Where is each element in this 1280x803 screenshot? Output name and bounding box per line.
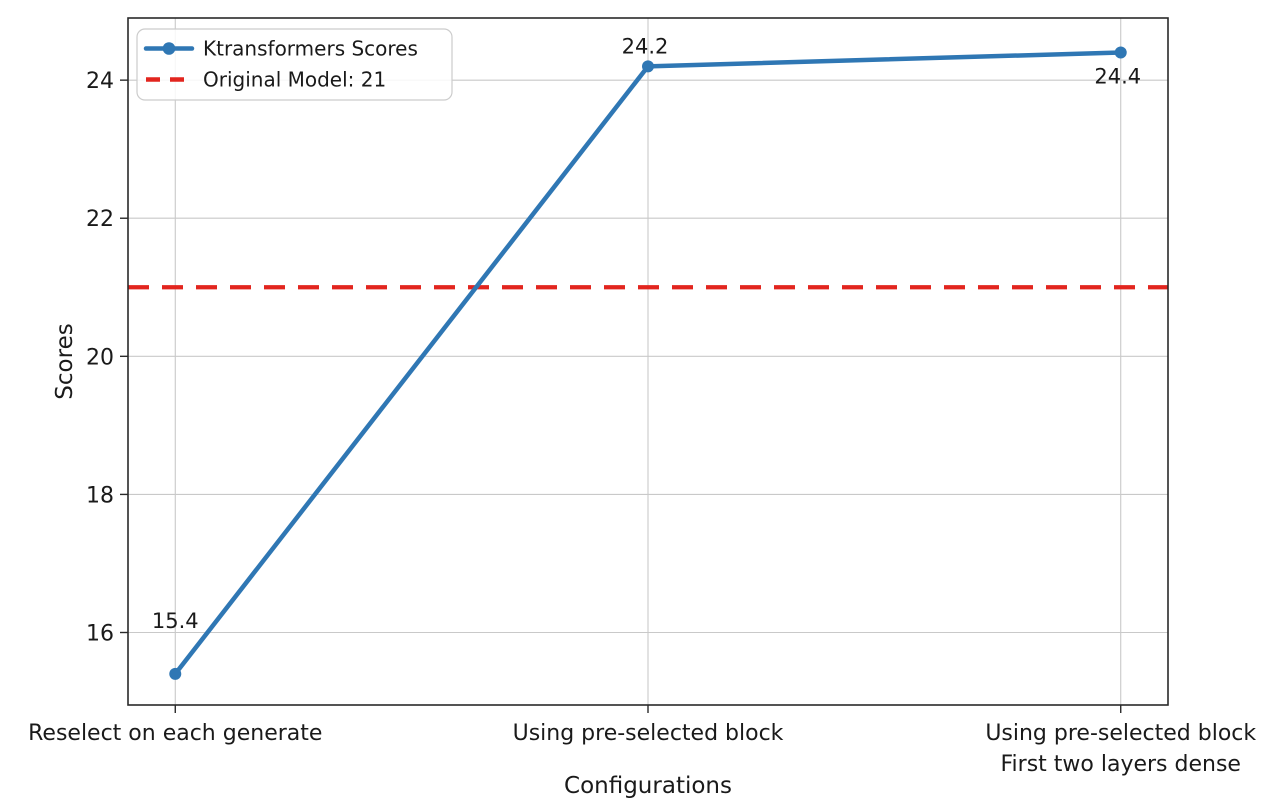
legend-series-label: Ktransformers Scores — [203, 37, 418, 61]
data-point-marker — [1114, 46, 1127, 59]
x-tick-label: Using pre-selected block — [513, 721, 784, 746]
data-point-marker — [169, 667, 182, 680]
x-axis-label: Configurations — [564, 773, 732, 799]
point-value-label: 24.2 — [622, 34, 669, 58]
y-tick-label: 24 — [86, 69, 114, 94]
gridlines — [128, 18, 1168, 705]
y-tick-label: 22 — [86, 207, 114, 232]
y-tick-label: 20 — [86, 345, 114, 370]
point-value-label: 15.4 — [152, 609, 199, 633]
y-axis-label: Scores — [52, 323, 78, 399]
y-tick-label: 18 — [86, 483, 114, 508]
point-label-layer: 15.4 24.2 24.4 — [152, 34, 1141, 633]
x-tick-label: Using pre-selected block First two layers… — [985, 721, 1256, 777]
series-layer — [169, 46, 1127, 680]
legend: Ktransformers Scores Original Model: 21 — [136, 28, 453, 101]
x-tick-label: Reselect on each generate — [28, 721, 322, 746]
point-value-label: 24.4 — [1094, 65, 1141, 89]
legend-series-marker — [162, 42, 176, 55]
legend-reference-label: Original Model: 21 — [203, 68, 386, 92]
y-tick-label: 16 — [86, 622, 114, 647]
data-point-marker — [642, 60, 654, 73]
tick-layer: 16 18 20 22 24 Reselect on each generate Using… — [28, 69, 1256, 777]
legend-box — [136, 28, 453, 101]
